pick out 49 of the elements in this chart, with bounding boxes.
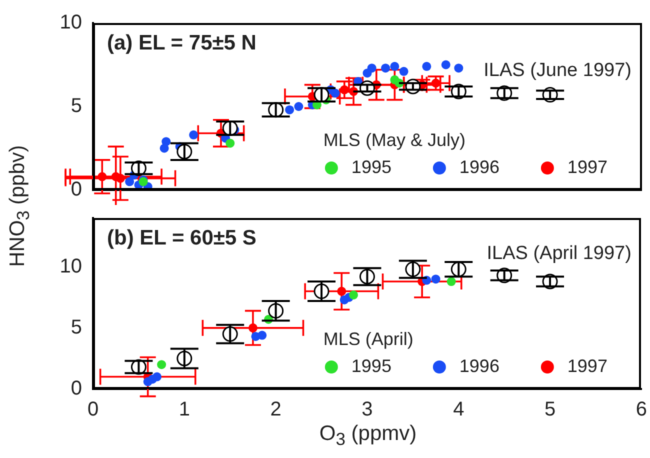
x-tick-label: 2 — [270, 398, 282, 421]
legend-label: 1997 — [567, 156, 608, 177]
x-tick-label: 0 — [87, 398, 99, 421]
legend-title: MLS (May & July) — [323, 130, 466, 150]
x-tick-label: 4 — [453, 398, 464, 421]
y-tick-label: 10 — [60, 12, 82, 34]
point — [285, 105, 294, 114]
point — [441, 60, 450, 70]
point — [349, 290, 358, 300]
point — [157, 360, 166, 370]
x-tick-label: 5 — [544, 398, 556, 421]
y-tick-label: 10 — [60, 255, 82, 278]
point — [152, 372, 162, 382]
point — [446, 277, 456, 286]
point — [422, 62, 432, 71]
point — [390, 62, 400, 71]
y-tick-label: 5 — [70, 316, 82, 338]
point — [367, 64, 376, 73]
legend-label: 1995 — [351, 156, 392, 177]
point — [125, 177, 134, 186]
point — [189, 130, 198, 140]
point — [248, 323, 258, 332]
y-tick-label: 5 — [70, 95, 82, 118]
point — [330, 88, 340, 98]
y-tick-label: 0 — [70, 378, 82, 400]
legend-title: MLS (April) — [323, 328, 414, 349]
chart-title: (b) EL = 60±5 S — [107, 226, 256, 250]
legend-label: 1995 — [351, 356, 392, 376]
legend-label: 1997 — [567, 356, 608, 376]
point — [399, 66, 408, 76]
x-axis-title: O$_{3}$ (ppmv) — [319, 422, 417, 450]
point — [98, 172, 107, 182]
y-tick-label: 0 — [70, 178, 82, 201]
x-tick-label: 3 — [362, 398, 373, 421]
point — [381, 64, 390, 73]
point — [226, 138, 235, 148]
point — [454, 64, 464, 73]
point — [431, 274, 440, 284]
point — [258, 330, 267, 340]
point — [160, 144, 169, 153]
chart-title: (a) EL = 75±5 N — [107, 31, 256, 54]
legend-label: 1996 — [459, 356, 500, 376]
point — [337, 286, 346, 296]
series-label: ILAS (April 1997) — [486, 243, 632, 264]
x-tick-label: 6 — [636, 398, 647, 421]
point — [294, 102, 304, 111]
series-label: ILAS (June 1997) — [484, 60, 632, 82]
x-tick-label: 1 — [178, 398, 190, 421]
legend-label: 1996 — [459, 156, 500, 177]
